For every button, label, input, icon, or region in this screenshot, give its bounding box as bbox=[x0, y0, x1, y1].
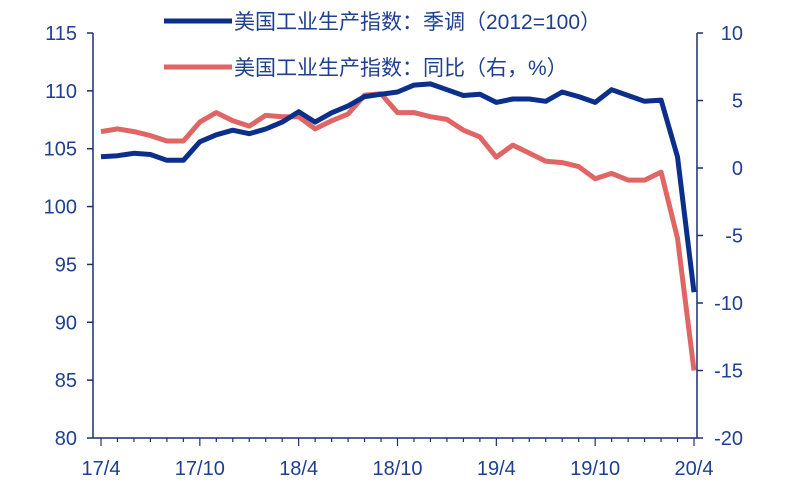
x-axis-tick-label: 17/10 bbox=[175, 458, 225, 480]
x-axis-tick-label: 18/4 bbox=[279, 458, 318, 480]
left-axis-tick-label: 105 bbox=[44, 139, 77, 161]
x-axis-tick-label: 19/4 bbox=[477, 458, 516, 480]
left-axis-tick-label: 90 bbox=[55, 312, 77, 334]
right-axis-tick-label: -15 bbox=[714, 361, 743, 383]
axes bbox=[87, 32, 703, 446]
legend: 美国工业生产指数：季调（2012=100） 美国工业生产指数：同比（右，%） bbox=[164, 11, 601, 80]
left-axis-tick-label: 95 bbox=[55, 254, 77, 276]
series-line-ip-yoy bbox=[100, 91, 697, 371]
x-axis-tick-label: 19/10 bbox=[570, 458, 620, 480]
right-axis-tick-label: -10 bbox=[714, 293, 743, 315]
series-lines bbox=[100, 81, 697, 371]
x-axis-tick-label: 18/10 bbox=[372, 458, 422, 480]
legend-label-ip-sa: 美国工业生产指数：季调（2012=100） bbox=[234, 11, 601, 34]
left-axis-tick-label: 110 bbox=[45, 81, 77, 103]
right-axis-tick-label: 0 bbox=[732, 158, 743, 180]
x-axis-tick-label: 17/4 bbox=[82, 458, 121, 480]
left-axis-tick-label: 115 bbox=[45, 23, 77, 45]
right-axis-tick-label: -20 bbox=[714, 428, 743, 450]
legend-label-ip-yoy: 美国工业生产指数：同比（右，%） bbox=[234, 57, 568, 80]
left-axis-tick-label: 80 bbox=[55, 428, 77, 450]
left-axis-tick-label: 85 bbox=[55, 370, 77, 392]
right-axis-tick-label: -5 bbox=[725, 226, 743, 248]
left-axis-tick-label: 100 bbox=[44, 197, 77, 219]
x-axis-tick-label: 20/4 bbox=[675, 458, 714, 480]
right-axis-tick-label: 5 bbox=[732, 91, 743, 113]
right-axis-tick-label: 10 bbox=[721, 23, 743, 45]
series-line-ip-sa bbox=[100, 81, 697, 293]
